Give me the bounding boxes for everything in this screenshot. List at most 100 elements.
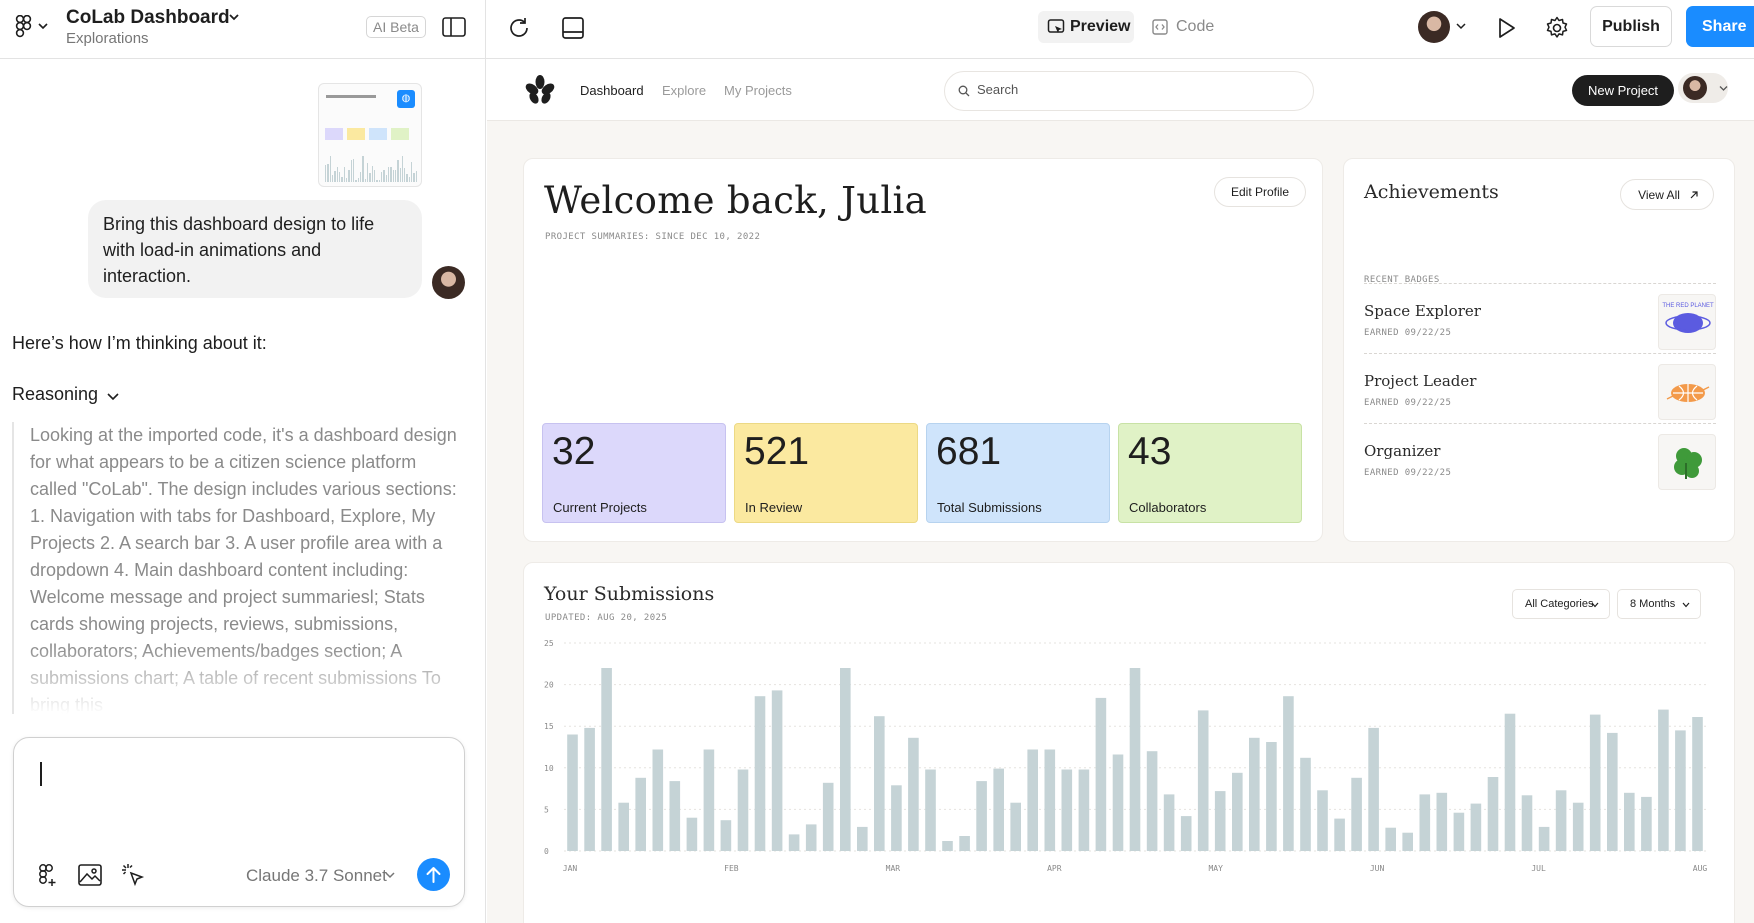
chart-bar[interactable]: [737, 769, 749, 852]
tab-preview[interactable]: Preview: [1038, 11, 1134, 43]
chart-bar[interactable]: [669, 781, 681, 851]
chart-bar[interactable]: [1419, 794, 1431, 851]
chart-bar[interactable]: [1692, 717, 1703, 851]
badge-item[interactable]: Project Leader EARNED 09/22/25: [1364, 353, 1716, 431]
search-bar[interactable]: [944, 71, 1314, 111]
new-project-button[interactable]: New Project: [1572, 75, 1674, 106]
chart-bar[interactable]: [1146, 751, 1158, 851]
chart-bar[interactable]: [1521, 795, 1533, 851]
chart-bar[interactable]: [1283, 696, 1294, 851]
chart-bar[interactable]: [1658, 709, 1669, 851]
gear-icon[interactable]: [1544, 15, 1570, 41]
play-icon[interactable]: [1493, 15, 1519, 41]
chart-bar[interactable]: [1027, 749, 1038, 852]
chart-bar[interactable]: [1197, 710, 1209, 851]
reasoning-toggle[interactable]: Reasoning: [12, 384, 99, 404]
chart-bar[interactable]: [584, 727, 595, 851]
chart-bar[interactable]: [840, 668, 851, 851]
chat-input[interactable]: [40, 754, 440, 814]
chart-bar[interactable]: [1572, 802, 1584, 851]
stat-card-submissions[interactable]: 681 Total Submissions: [926, 423, 1110, 523]
project-menu-chevron-icon[interactable]: [228, 12, 240, 22]
chart-bar[interactable]: [1555, 790, 1567, 851]
chart-bar[interactable]: [1061, 769, 1073, 852]
chart-bar[interactable]: [652, 749, 664, 852]
chart-bar[interactable]: [857, 826, 868, 851]
chart-bar[interactable]: [1112, 754, 1124, 852]
chart-bar[interactable]: [1624, 792, 1635, 851]
chart-bar[interactable]: [942, 841, 953, 851]
chart-bar[interactable]: [1180, 816, 1192, 851]
badge-item[interactable]: Space Explorer EARNED 09/22/25 THE RED P…: [1364, 283, 1716, 361]
chart-bar[interactable]: [1266, 742, 1277, 851]
chart-bar[interactable]: [1538, 826, 1550, 851]
chart-bar[interactable]: [959, 836, 970, 851]
chart-bar[interactable]: [618, 802, 629, 851]
stat-card-review[interactable]: 521 In Review: [734, 423, 918, 523]
chart-bar[interactable]: [1163, 794, 1175, 851]
figma-add-icon[interactable]: [34, 862, 60, 888]
chart-bar[interactable]: [874, 716, 885, 851]
chart-bar[interactable]: [1232, 772, 1243, 851]
nav-explore[interactable]: Explore: [662, 83, 707, 98]
chart-bar[interactable]: [703, 749, 715, 852]
device-frame-icon[interactable]: [560, 15, 586, 41]
range-dropdown[interactable]: 8 Months: [1617, 589, 1701, 619]
edit-profile-button[interactable]: Edit Profile: [1214, 177, 1306, 207]
chart-bar[interactable]: [1300, 757, 1311, 851]
chart-bar[interactable]: [1607, 732, 1618, 851]
chart-bar[interactable]: [1317, 790, 1328, 851]
chart-bar[interactable]: [754, 696, 766, 851]
chart-bar[interactable]: [1249, 737, 1260, 851]
chart-bar[interactable]: [1044, 749, 1056, 852]
image-upload-icon[interactable]: [77, 862, 103, 888]
chart-bar[interactable]: [1129, 668, 1141, 851]
badge-item[interactable]: Organizer EARNED 09/22/25: [1364, 423, 1716, 501]
chart-bar[interactable]: [1385, 827, 1396, 851]
stat-card-projects[interactable]: 32 Current Projects: [542, 423, 726, 523]
chart-bar[interactable]: [976, 781, 987, 851]
share-button[interactable]: Share: [1686, 6, 1754, 47]
nav-my-projects[interactable]: My Projects: [724, 83, 792, 98]
chart-bar[interactable]: [1334, 818, 1345, 851]
element-select-icon[interactable]: [120, 862, 146, 888]
model-selector[interactable]: Claude 3.7 Sonnet: [246, 866, 387, 885]
chart-bar[interactable]: [805, 824, 817, 851]
chart-bar[interactable]: [1095, 697, 1107, 851]
chart-bar[interactable]: [1436, 792, 1448, 851]
chart-bar[interactable]: [567, 734, 578, 852]
chart-bar[interactable]: [601, 668, 612, 851]
chart-bar[interactable]: [1351, 777, 1362, 851]
chart-bar[interactable]: [635, 777, 646, 851]
chart-bar[interactable]: [891, 785, 902, 851]
search-input[interactable]: [977, 82, 1277, 97]
chart-bar[interactable]: [1402, 832, 1413, 851]
publish-button[interactable]: Publish: [1590, 6, 1672, 47]
chart-bar[interactable]: [1641, 796, 1652, 851]
chart-bar[interactable]: [1487, 777, 1499, 851]
chart-bar[interactable]: [1675, 730, 1686, 851]
chart-bar[interactable]: [1470, 803, 1482, 851]
chart-bar[interactable]: [1010, 802, 1021, 851]
figma-logo-icon[interactable]: [14, 15, 34, 39]
chart-bar[interactable]: [771, 690, 783, 851]
chart-bar[interactable]: [822, 782, 834, 851]
category-dropdown[interactable]: All Categories: [1512, 589, 1610, 619]
stat-card-collaborators[interactable]: 43 Collaborators: [1118, 423, 1302, 523]
chart-bar[interactable]: [1214, 791, 1226, 851]
chevron-down-icon[interactable]: [1456, 22, 1466, 30]
chart-bar[interactable]: [993, 768, 1004, 851]
sidebar-toggle-icon[interactable]: [442, 17, 466, 37]
colab-logo-icon[interactable]: [525, 74, 555, 106]
chart-bar[interactable]: [1453, 812, 1465, 851]
chart-bar[interactable]: [1504, 713, 1516, 851]
send-button[interactable]: [417, 858, 450, 891]
nav-dashboard[interactable]: Dashboard: [580, 83, 644, 98]
project-title[interactable]: CoLab Dashboard: [66, 7, 230, 28]
account-avatar[interactable]: [1418, 11, 1450, 43]
refresh-icon[interactable]: [506, 15, 532, 41]
chart-bar[interactable]: [925, 769, 936, 852]
view-all-button[interactable]: View All: [1620, 179, 1714, 210]
tab-code[interactable]: Code: [1146, 11, 1226, 43]
chevron-down-icon[interactable]: [38, 22, 48, 30]
